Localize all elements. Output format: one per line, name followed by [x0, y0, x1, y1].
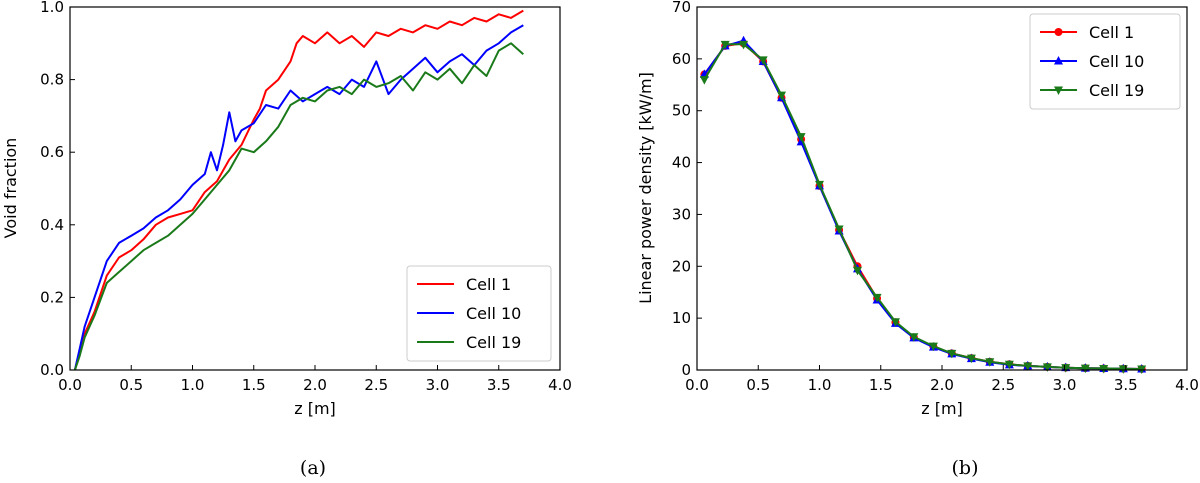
power-density-marker-cell-19: [872, 293, 882, 303]
void-fraction-ytick-label: 0.2: [40, 288, 64, 306]
power-density-line-cell-19: [703, 43, 1142, 370]
power-density-marker-cell-19: [758, 56, 768, 65]
power-density-ytick-label: 0: [681, 361, 691, 379]
void-fraction-xtick-label: 1.0: [181, 376, 205, 394]
power-density-marker-cell-19: [1099, 364, 1109, 374]
power-density-xtick-label: 2.0: [930, 376, 954, 394]
power-density-marker-cell-19: [1061, 364, 1071, 373]
power-density-marker-cell-19: [1042, 363, 1052, 372]
void-fraction-ytick-label: 0.8: [40, 71, 64, 89]
void-fraction-xtick-label: 0.0: [58, 376, 82, 394]
power-density-xtick-label: 2.5: [991, 376, 1015, 394]
power-density-marker-cell-19: [720, 40, 730, 50]
power-density-ytick-label: 40: [672, 154, 691, 172]
legend-label-cell-1: Cell 1: [466, 275, 511, 294]
power-density-marker-cell-19: [947, 349, 957, 359]
void-fraction-xtick-label: 2.0: [303, 376, 327, 394]
void-fraction-line-cell-1: [73, 9, 524, 371]
power-density-marker-cell-19: [928, 342, 938, 352]
legend-marker-cell-10: [1054, 56, 1063, 65]
power-density-series-group: [699, 35, 1147, 374]
power-density-marker-cell-19: [796, 133, 806, 142]
void-fraction-legend: Cell 1 Cell 10 Cell 19: [406, 265, 552, 362]
void-fraction-xtick-label: 3.0: [426, 376, 450, 394]
void-fraction-line-cell-19: [73, 42, 524, 371]
legend-label-cell-10: Cell 10: [466, 304, 521, 323]
void-fraction-xtick-label: 2.5: [364, 376, 388, 394]
void-fraction-chart: 0.0 0.5 1.0 1.5 2.0 2.5 3.0 3.5 4.0 0.0 0.2 0.4 0.6 0…: [1, 0, 572, 479]
legend-marker-cell-1: [1054, 28, 1063, 36]
power-density-xtick-label: 3.0: [1053, 376, 1077, 394]
void-fraction-axes-frame: [69, 6, 561, 371]
void-fraction-xlabel: z [m]: [294, 399, 336, 418]
void-fraction-ytick-label: 1.0: [40, 0, 64, 16]
legend-label-cell-1: Cell 1: [1089, 23, 1134, 42]
power-density-marker-cell-19: [777, 91, 787, 101]
void-fraction-xtick-label: 4.0: [548, 376, 572, 394]
legend-label-cell-19: Cell 19: [466, 333, 521, 352]
power-density-axes-frame: [696, 6, 1188, 371]
power-density-marker-cell-19: [852, 266, 862, 276]
void-fraction-line-cell-10: [73, 24, 524, 371]
power-density-legend: Cell 1 Cell 10 Cell 19: [1029, 13, 1181, 110]
power-density-marker-cell-19: [890, 318, 900, 327]
power-density-xlabel: z [m]: [921, 399, 963, 418]
power-density-marker-cell-19: [834, 225, 844, 234]
power-density-xtick-label: 1.5: [869, 376, 893, 394]
caption-b: (b): [952, 457, 979, 479]
power-density-ytick-label: 20: [672, 257, 691, 275]
power-density-marker-cell-19: [1080, 364, 1090, 374]
power-density-marker-cell-19: [739, 40, 749, 50]
legend-marker-cell-19: [1054, 86, 1063, 95]
power-density-xtick-label: 0.5: [746, 376, 770, 394]
power-density-ytick-label: 60: [672, 50, 691, 68]
power-density-marker-cell-19: [966, 354, 976, 364]
power-density-ytick-label: 70: [672, 0, 691, 16]
power-density-xtick-label: 3.5: [1114, 376, 1138, 394]
power-density-ytick-label: 10: [672, 309, 691, 327]
power-density-marker-cell-19: [985, 358, 995, 367]
power-density-marker-cell-19: [1023, 362, 1033, 371]
legend-box: [1029, 13, 1181, 110]
legend-label-cell-19: Cell 19: [1089, 81, 1144, 100]
power-density-ytick-label: 30: [672, 205, 691, 223]
power-density-xtick-label: 4.0: [1175, 376, 1199, 394]
power-density-axes-ticks: 0.0 0.5 1.0 1.5 2.0 2.5 3.0 3.5 4.0 0 10 20 30 40 50 60…: [672, 0, 1199, 394]
void-fraction-xtick-label: 0.5: [119, 376, 143, 394]
power-density-marker-cell-19: [1004, 360, 1014, 370]
power-density-chart: 0.0 0.5 1.0 1.5 2.0 2.5 3.0 3.5 4.0 0 10 20 30 40 50 60…: [636, 0, 1199, 479]
power-density-marker-cell-19: [815, 180, 824, 190]
legend-box: [406, 265, 552, 362]
power-density-marker-cell-19: [909, 333, 919, 342]
void-fraction-ytick-label: 0.6: [40, 143, 64, 161]
power-density-marker-cell-19: [699, 76, 709, 85]
power-density-ytick-label: 50: [672, 102, 691, 120]
void-fraction-xtick-label: 1.5: [242, 376, 266, 394]
power-density-xtick-label: 0.0: [685, 376, 709, 394]
void-fraction-series-group: [73, 9, 524, 371]
caption-a: (a): [300, 457, 326, 479]
void-fraction-ytick-label: 0.4: [40, 216, 64, 234]
void-fraction-xtick-label: 3.5: [487, 376, 511, 394]
void-fraction-ylabel: Void fraction: [1, 138, 20, 239]
void-fraction-ytick-label: 0.0: [40, 361, 64, 379]
void-fraction-axes-ticks: 0.0 0.5 1.0 1.5 2.0 2.5 3.0 3.5 4.0 0.0 0.2 0.4 0.6 0…: [40, 0, 572, 394]
power-density-ylabel: Linear power density [kW/m]: [636, 72, 655, 304]
legend-label-cell-10: Cell 10: [1089, 52, 1144, 71]
power-density-xtick-label: 1.0: [808, 376, 832, 394]
